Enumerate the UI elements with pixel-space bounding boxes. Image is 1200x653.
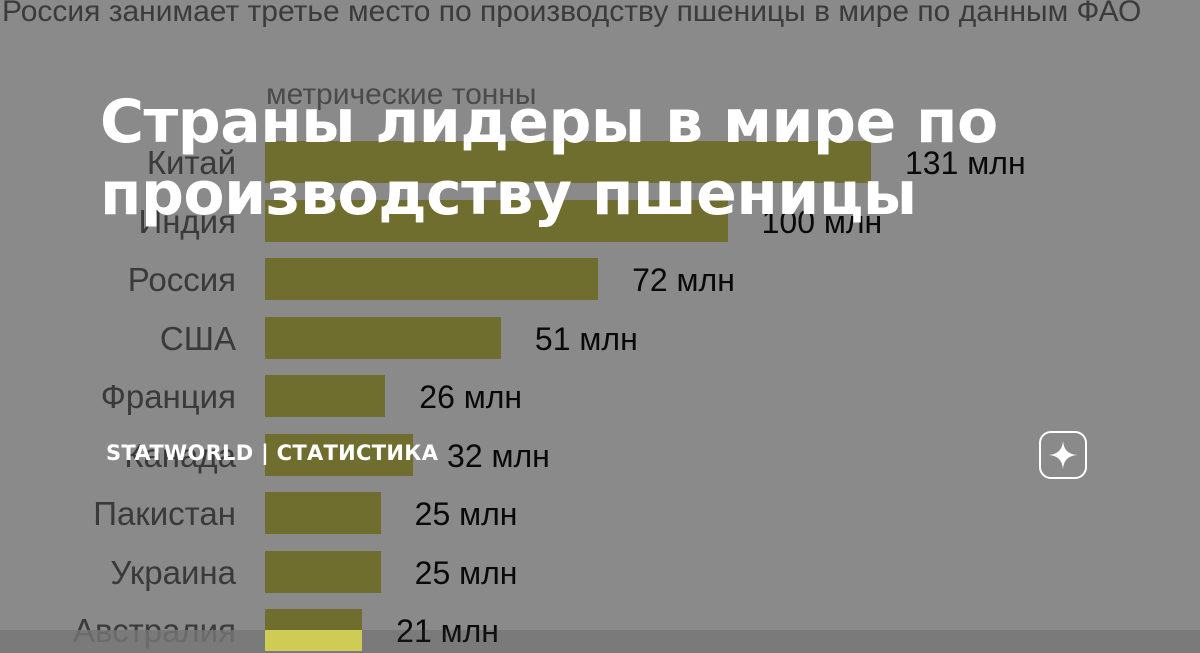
bar-row: Пакистан 25 млн — [0, 492, 1200, 536]
chart-unit-label: метрические тонны — [266, 78, 537, 111]
bar-row: Индия 100 млн — [0, 199, 1200, 244]
chart-title: Россия занимает третье место по производ… — [2, 0, 1142, 28]
bar-category-label: Россия — [127, 261, 236, 298]
bar — [265, 375, 386, 417]
bar-row: США 51 млн — [0, 316, 1200, 361]
bar-value-label: 131 млн — [905, 145, 1026, 181]
bar — [265, 258, 599, 300]
bar — [265, 550, 381, 593]
bar-category-label: Китай — [146, 144, 236, 181]
bar-row: Россия 72 млн — [0, 258, 1200, 302]
bar-category-label: Франция — [100, 378, 236, 415]
bar-row: Франция 26 млн — [0, 375, 1200, 419]
bar-row: Канада 32 млн — [0, 433, 1200, 478]
bar-category-label: США — [159, 319, 236, 357]
bar-category-label: Пакистан — [93, 495, 236, 532]
bar — [265, 141, 871, 183]
dark-overlay — [0, 0, 1200, 630]
bar — [265, 316, 501, 359]
channel-name[interactable]: STATWORLD | СТАТИСТИКА — [106, 441, 439, 465]
bar-category-label: Украина — [110, 553, 236, 591]
bar-row: Украина 25 млн — [0, 550, 1200, 595]
bar-value-label: 26 млн — [419, 379, 523, 415]
bar-value-label: 32 млн — [447, 437, 550, 474]
article-headline: Страны лидеры в мире по производству пше… — [100, 87, 998, 229]
bar-value-label: 100 млн — [761, 203, 883, 240]
bar-value-label: 25 млн — [414, 554, 518, 591]
bar-value-label: 25 млн — [414, 496, 518, 532]
bar-row: Китай 131 млн — [0, 141, 1200, 185]
bar — [265, 199, 728, 242]
bar — [265, 433, 414, 476]
bar — [265, 492, 381, 534]
bar-category-label: Канада — [124, 436, 236, 474]
bar-value-label: 72 млн — [632, 262, 735, 298]
zen-logo-icon[interactable] — [1039, 431, 1087, 479]
bar-value-label: 51 млн — [534, 320, 638, 357]
bar-category-label: Индия — [138, 202, 236, 240]
sparkle-star-icon — [1049, 441, 1077, 469]
